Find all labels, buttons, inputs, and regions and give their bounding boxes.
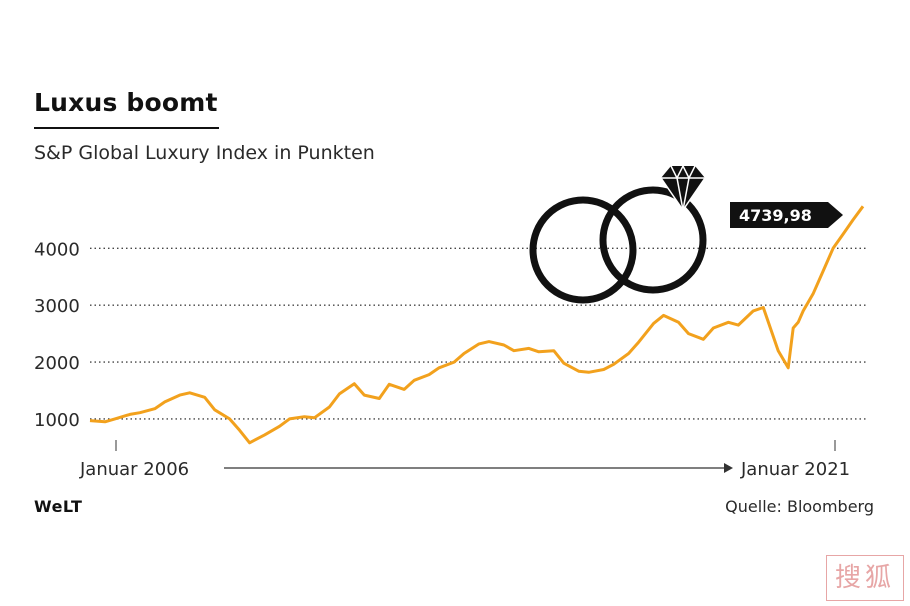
diamond-ring-icon xyxy=(529,164,707,304)
last-value-badge: 4739,98 xyxy=(730,202,843,228)
gridlines xyxy=(90,247,868,420)
source-note: Quelle: Bloomberg xyxy=(725,497,874,516)
last-value-label: 4739,98 xyxy=(739,206,812,225)
chart-subtitle: S&P Global Luxury Index in Punkten xyxy=(34,142,375,164)
series-line xyxy=(89,205,865,445)
y-tick-label: 1000 xyxy=(34,410,80,431)
y-tick-labels: 1000 2000 3000 4000 xyxy=(34,239,80,431)
y-tick-label: 2000 xyxy=(34,353,80,374)
title-underline xyxy=(34,127,219,129)
arrow-head-icon xyxy=(724,463,733,473)
watermark-stamp: 搜狐 xyxy=(826,555,904,601)
x-start-label: Januar 2006 xyxy=(79,459,189,480)
y-tick-label: 3000 xyxy=(34,296,80,317)
chart-title: Luxus boomt xyxy=(34,88,218,117)
y-tick-label: 4000 xyxy=(34,239,80,260)
x-end-label: Januar 2021 xyxy=(740,459,850,480)
brand-logo: WeLT xyxy=(34,497,83,516)
